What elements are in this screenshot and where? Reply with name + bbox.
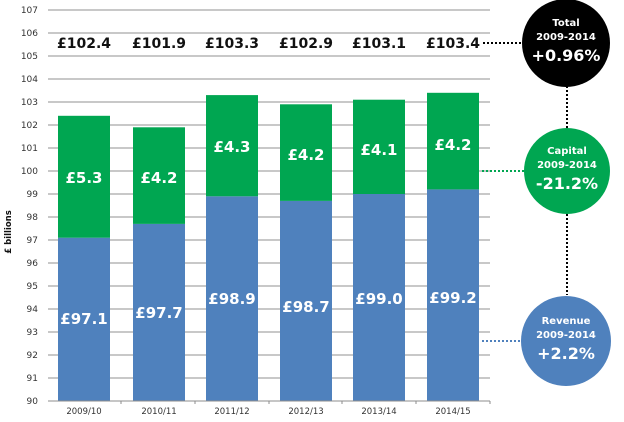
capital-label: £4.2 xyxy=(434,136,471,154)
bar-2014/15: £99.2 £4.2 xyxy=(427,92,479,401)
x-tick-label: 2010/11 xyxy=(141,407,176,417)
y-axis-ticks: 90 91 92 93 94 95 96 97 98 99 100 101 102 103 104 105 10… xyxy=(21,6,38,407)
revenue-segment xyxy=(58,237,110,401)
y-tick-label: 96 xyxy=(27,259,39,269)
bar-2010/11: £97.7 £4.2 xyxy=(133,127,185,401)
total-label: £103.4 xyxy=(426,36,480,52)
capital-change-circle: Capital 2009-2014 -21.2% xyxy=(524,128,610,214)
y-tick-label: 97 xyxy=(27,236,38,246)
x-tick-label: 2012/13 xyxy=(288,407,323,417)
y-axis-label: £ billions xyxy=(4,210,14,254)
annotation-change: +0.96% xyxy=(532,46,601,65)
revenue-segment xyxy=(353,194,405,401)
capital-label: £5.3 xyxy=(65,169,102,187)
capital-segment xyxy=(133,127,185,224)
capital-label: £4.1 xyxy=(360,141,397,159)
y-tick-label: 106 xyxy=(21,29,38,39)
total-label: £102.9 xyxy=(279,36,333,52)
y-tick-label: 93 xyxy=(27,328,38,338)
change-annotations: Total 2009-2014 +0.96% Capital 2009-2014 -21.… xyxy=(521,0,611,386)
total-label: £101.9 xyxy=(132,36,186,52)
revenue-label: £97.7 xyxy=(135,304,182,322)
y-tick-label: 107 xyxy=(21,6,38,16)
y-tick-label: 90 xyxy=(27,397,39,407)
total-label: £103.1 xyxy=(352,36,406,52)
annotation-change: +2.2% xyxy=(537,344,595,363)
bar-2012/13: £98.7 £4.2 xyxy=(280,104,332,401)
x-tick-label: 2014/15 xyxy=(435,407,470,417)
y-tick-label: 103 xyxy=(21,98,38,108)
y-tick-label: 104 xyxy=(21,75,38,85)
revenue-label: £97.1 xyxy=(60,310,107,328)
x-tick-label: 2009/10 xyxy=(66,407,101,417)
y-tick-label: 105 xyxy=(21,52,38,62)
bar-2013/14: £99.0 £4.1 xyxy=(353,99,405,401)
revenue-segment xyxy=(280,200,332,401)
y-tick-label: 95 xyxy=(27,282,38,292)
y-tick-label: 91 xyxy=(27,374,38,384)
capital-segment xyxy=(206,95,258,197)
y-tick-label: 102 xyxy=(21,121,38,131)
revenue-segment xyxy=(427,189,479,401)
y-tick-label: 94 xyxy=(27,305,39,315)
total-labels: £102.4 £101.9 £103.3 £102.9 £103.1 £103.4 xyxy=(57,36,480,52)
capital-segment xyxy=(427,92,479,190)
x-tick-label: 2013/14 xyxy=(361,407,396,417)
annotation-change: -21.2% xyxy=(536,174,598,193)
revenue-label: £98.9 xyxy=(208,290,255,308)
revenue-label: £99.0 xyxy=(355,290,402,308)
annotation-period: 2009-2014 xyxy=(537,160,597,171)
bar-2011/12: £98.9 £4.3 xyxy=(206,95,258,401)
x-tick-label: 2011/12 xyxy=(214,407,249,417)
y-tick-label: 98 xyxy=(27,213,39,223)
total-label: £102.4 xyxy=(57,36,111,52)
capital-segment xyxy=(353,99,405,194)
annotation-name: Capital xyxy=(547,146,587,157)
y-tick-label: 101 xyxy=(21,144,38,154)
bars: £97.1£5.3£97.7£4.2£98.9£4.3£98.7£4.2£99.… xyxy=(58,92,479,401)
y-tick-label: 92 xyxy=(27,351,38,361)
gridlines xyxy=(48,9,490,379)
revenue-segment xyxy=(206,196,258,401)
bar-2009/10: £97.1 £5.3 xyxy=(58,115,110,401)
revenue-label: £98.7 xyxy=(282,298,329,316)
annotation-period: 2009-2014 xyxy=(536,32,596,43)
capital-segment xyxy=(280,104,332,201)
revenue-change-circle: Revenue 2009-2014 +2.2% xyxy=(521,296,611,386)
capital-label: £4.2 xyxy=(140,169,177,187)
capital-label: £4.2 xyxy=(287,146,324,164)
annotation-period: 2009-2014 xyxy=(536,330,596,341)
revenue-label: £99.2 xyxy=(429,289,476,307)
capital-segment xyxy=(58,115,110,238)
revenue-segment xyxy=(133,223,185,401)
y-tick-label: 100 xyxy=(21,167,38,177)
annotation-name: Revenue xyxy=(542,316,591,327)
y-tick-label: 99 xyxy=(27,190,39,200)
total-change-circle: Total 2009-2014 +0.96% xyxy=(522,0,610,87)
capital-label: £4.3 xyxy=(213,138,250,156)
x-axis-ticks: 2009/10 2010/11 2011/12 2012/13 2013/14 2014/… xyxy=(66,401,491,417)
total-label: £103.3 xyxy=(205,36,259,52)
annotation-name: Total xyxy=(552,18,579,29)
